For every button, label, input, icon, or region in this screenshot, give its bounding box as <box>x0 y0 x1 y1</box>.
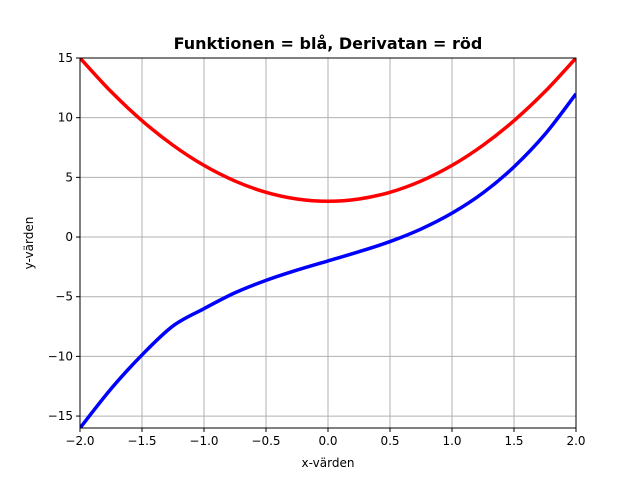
series-layer <box>80 58 576 428</box>
x-axis-label: x-värden <box>302 456 355 470</box>
x-tick-label: 1.0 <box>442 434 461 448</box>
x-tick-label: −1.5 <box>127 434 156 448</box>
y-tick-label: 15 <box>58 51 73 65</box>
function-line <box>80 92 576 428</box>
x-tick-label: 2.0 <box>566 434 585 448</box>
x-tick-label: 0.5 <box>380 434 399 448</box>
y-tick-label: 5 <box>65 170 73 184</box>
y-tick-label: −15 <box>48 409 73 423</box>
y-tick-label: 0 <box>65 230 73 244</box>
x-tick-label: −0.5 <box>251 434 280 448</box>
x-tick-label: 0.0 <box>318 434 337 448</box>
y-tick-label: −5 <box>55 290 73 304</box>
x-tick-label: −1.0 <box>189 434 218 448</box>
x-tick-label: −2.0 <box>65 434 94 448</box>
y-axis-label: y-värden <box>22 217 36 270</box>
ticks: −2.0 −1.5 −1.0 −0.5 0.0 0.5 1.0 1.5 2.0 15 10 5 0 −5 −… <box>48 51 586 448</box>
y-tick-label: −10 <box>48 349 73 363</box>
derivative-line <box>80 58 576 203</box>
chart-title: Funktionen = blå, Derivatan = röd <box>174 34 483 53</box>
grid <box>79 57 577 428</box>
y-tick-label: 10 <box>58 111 73 125</box>
x-tick-label: 1.5 <box>504 434 523 448</box>
